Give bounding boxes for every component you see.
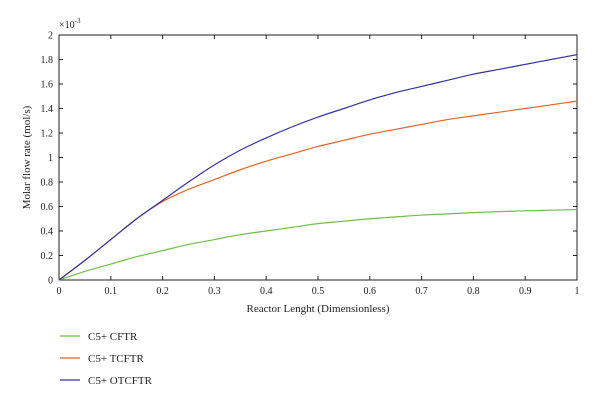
ticks: 0 0.1 0.2 0.3 0.4 0.5 0.6 0.7 0.8 0.9 1 0 0.2 0.4 0.6 0… <box>41 31 580 298</box>
series-line-0 <box>58 208 578 281</box>
series-line-2 <box>58 54 578 281</box>
x-tick-label: 0.9 <box>519 286 532 297</box>
y-tick-label: 0.4 <box>41 227 54 238</box>
y-tick-label: 1.2 <box>41 129 54 140</box>
x-tick-label: 0.1 <box>105 286 118 297</box>
legend-label: C5+ OTCFTR <box>88 375 153 387</box>
x-tick-label: 1 <box>575 286 580 297</box>
legend-label: C5+ CFTR <box>88 331 138 343</box>
x-tick-label: 0 <box>57 286 62 297</box>
y-tick-label: 0.8 <box>41 178 54 189</box>
y-tick-label: 0.2 <box>41 251 54 262</box>
legend-label: C5+ TCFTR <box>88 353 144 365</box>
x-axis-label: Reactor Lenght (Dimensionless) <box>247 303 390 315</box>
series-lines <box>58 54 578 281</box>
axes <box>58 34 578 281</box>
series-line-1 <box>58 100 578 281</box>
y-multiplier-label: ×10-3 <box>59 17 81 31</box>
y-tick-label: 1 <box>48 153 53 164</box>
x-tick-label: 0.4 <box>260 286 273 297</box>
y-tick-label: 2 <box>48 31 53 42</box>
y-axis-label: Molar flow rate (mol/s) <box>21 105 33 209</box>
x-tick-label: 0.3 <box>208 286 221 297</box>
x-tick-label: 0.7 <box>415 286 428 297</box>
y-tick-label: 1.4 <box>41 104 54 115</box>
y-tick-label: 0.6 <box>41 202 54 213</box>
x-tick-label: 0.2 <box>156 286 169 297</box>
legend: C5+ CFTR C5+ TCFTR C5+ OTCFTR <box>60 331 153 387</box>
x-tick-label: 0.6 <box>364 286 377 297</box>
y-tick-label: 1.6 <box>41 80 54 91</box>
y-tick-label: 1.8 <box>41 55 54 66</box>
x-tick-label: 0.5 <box>312 286 325 297</box>
plot-frame <box>58 34 578 281</box>
x-tick-label: 0.8 <box>467 286 480 297</box>
y-tick-label: 0 <box>48 276 53 287</box>
